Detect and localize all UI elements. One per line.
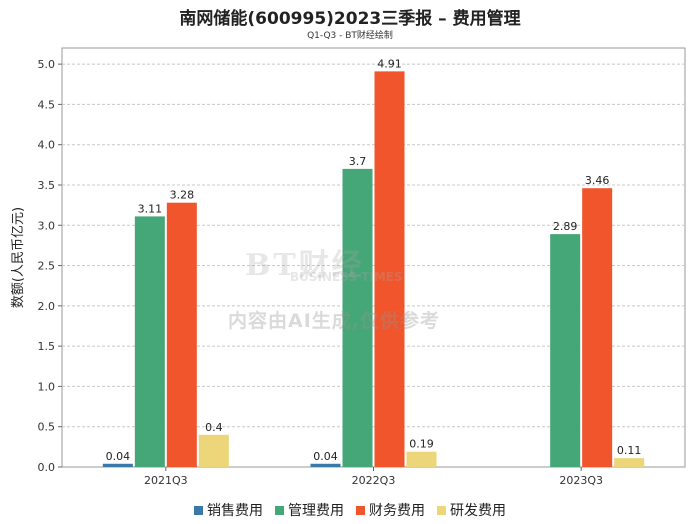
y-tick-label: 0.0 — [38, 461, 56, 474]
legend-label: 管理费用 — [288, 503, 344, 519]
legend-swatch — [437, 506, 446, 515]
data-label: 0.04 — [106, 450, 131, 463]
bar — [166, 202, 197, 467]
data-label: 0.11 — [617, 444, 642, 457]
watermark-logo: BT财经 — [245, 248, 365, 283]
y-tick-label: 0.5 — [38, 421, 56, 434]
bar — [102, 463, 133, 467]
data-label: 2.89 — [553, 220, 578, 233]
y-tick-label: 1.0 — [38, 380, 56, 393]
data-label: 3.46 — [585, 174, 610, 187]
legend-label: 研发费用 — [450, 503, 506, 519]
legend-item: 管理费用 — [275, 500, 344, 520]
bar — [310, 463, 341, 467]
bar — [406, 451, 437, 467]
x-tick-label: 2022Q3 — [352, 474, 396, 487]
watermark-notice: 内容由AI生成,仅供参考 — [228, 310, 440, 332]
x-tick-label: 2021Q3 — [144, 474, 188, 487]
data-label: 4.91 — [377, 57, 402, 70]
data-label: 0.19 — [409, 438, 434, 451]
data-label: 0.4 — [205, 421, 223, 434]
data-label: 0.04 — [313, 450, 338, 463]
chart-subtitle: Q1-Q3 - BT财经绘制 — [307, 31, 393, 41]
legend-item: 销售费用 — [194, 500, 263, 520]
bar — [134, 216, 165, 467]
data-label: 3.7 — [349, 155, 367, 168]
chart-title: 南网储能(600995)2023三季报 – 费用管理 — [179, 9, 521, 29]
legend-swatch — [275, 506, 284, 515]
bar — [374, 71, 405, 467]
y-tick-label: 4.5 — [38, 98, 56, 111]
legend-swatch — [194, 506, 203, 515]
bar — [550, 234, 581, 467]
legend-item: 研发费用 — [437, 500, 506, 520]
y-tick-label: 3.5 — [38, 179, 56, 192]
x-tick-label: 2023Q3 — [559, 474, 603, 487]
watermark-subtitle: BUSINESS TIMES — [290, 270, 403, 284]
legend-label: 销售费用 — [207, 503, 263, 519]
legend-label: 财务费用 — [369, 503, 425, 519]
y-tick-label: 5.0 — [38, 58, 56, 71]
bar — [342, 168, 373, 467]
y-tick-label: 2.0 — [38, 300, 56, 313]
bar — [614, 458, 645, 467]
y-tick-label: 4.0 — [38, 139, 56, 152]
chart-legend: 销售费用 管理费用 财务费用 研发费用 — [0, 500, 700, 520]
y-tick-label: 2.5 — [38, 260, 56, 273]
legend-item: 财务费用 — [356, 500, 425, 520]
y-tick-label: 3.0 — [38, 219, 56, 232]
y-tick-label: 1.5 — [38, 340, 56, 353]
data-label: 3.11 — [138, 202, 163, 215]
legend-swatch — [356, 506, 365, 515]
y-axis-label: 数额(人民币亿元) — [11, 207, 26, 308]
bar — [582, 188, 613, 467]
bar — [198, 434, 229, 467]
data-label: 3.28 — [170, 189, 195, 202]
